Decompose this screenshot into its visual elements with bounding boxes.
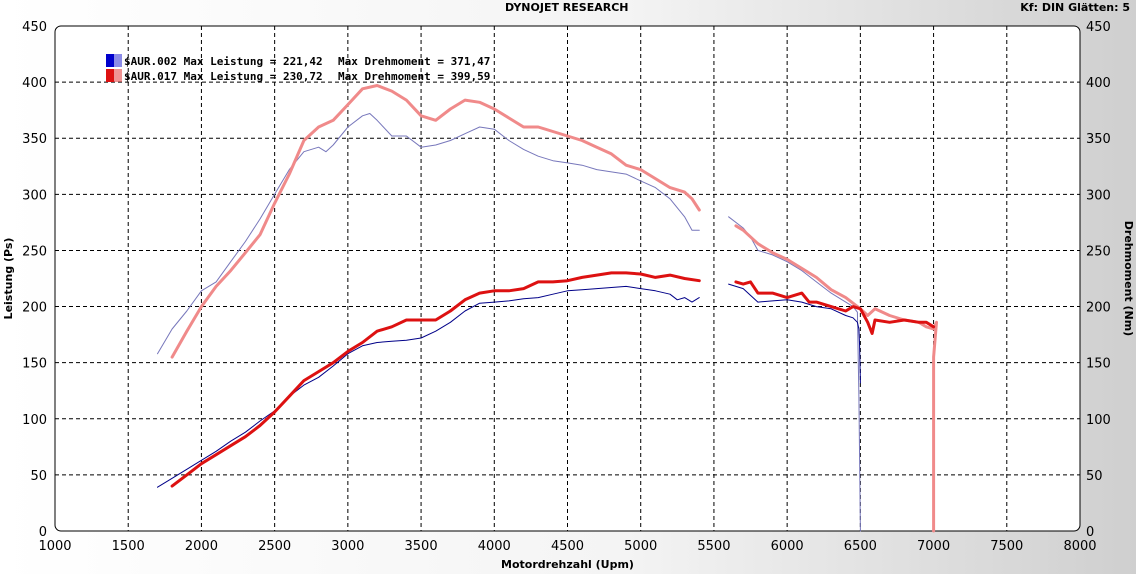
y-tick-label-left: 150 [22,357,47,372]
x-tick-label: 5500 [697,539,730,554]
series-line-drehmoment [170,84,701,359]
y-tick-label-left: 350 [22,132,47,147]
y-tick-label-right: 400 [1086,76,1111,91]
x-tick-label: 1000 [38,539,71,554]
x-tick-label: 4500 [551,539,584,554]
x-tick-label: 3000 [331,539,364,554]
y-tick-label-right: 100 [1086,413,1111,428]
legend-swatch [106,54,114,67]
settings-info: Kf: DIN Glätten: 5 [1020,1,1130,14]
legend-swatch-light [114,54,122,67]
x-tick-label: 7500 [990,539,1023,554]
chart-title: DYNOJET RESEARCH [505,1,629,14]
y-tick-label-right: 300 [1086,188,1111,203]
x-tick-label: 6500 [844,539,877,554]
y-tick-label-left: 200 [22,301,47,316]
y-tick-label-right: 200 [1086,301,1111,316]
x-tick-label: 2500 [258,539,291,554]
y-tick-label-right: 0 [1086,525,1094,540]
y-tick-label-left: 0 [39,525,47,540]
legend-label-torque: Max Drehmoment = 371,47 [338,55,490,68]
y-tick-label-right: 350 [1086,132,1111,147]
y-axis-label-right: Drehmoment (Nm) [1122,221,1135,336]
series-line-leistung [734,280,936,335]
legend-swatch-light [114,69,122,82]
x-tick-label: 5000 [624,539,657,554]
y-tick-label-left: 250 [22,244,47,259]
legend-label: $AUR.002 Max Leistung = 221,42 [124,55,323,68]
y-tick-label-right: 150 [1086,357,1111,372]
x-tick-label: 8000 [1063,539,1096,554]
y-tick-label-right: 450 [1086,20,1111,35]
legend-swatch [106,69,114,82]
x-tick-label: 4000 [478,539,511,554]
y-axis-label-left: Leistung (Ps) [2,238,15,320]
series-line-drehmoment [157,113,700,355]
y-tick-label-left: 50 [30,469,47,484]
y-tick-label-left: 400 [22,76,47,91]
series-line-leistung [170,271,701,488]
x-tick-label: 1500 [112,539,145,554]
y-tick-label-left: 450 [22,20,47,35]
legend-label: $AUR.017 Max Leistung = 230,72 [124,70,323,83]
x-tick-label: 2000 [185,539,218,554]
series-line-leistung [728,283,861,384]
series-line-leistung [157,285,700,488]
x-tick-label: 3500 [405,539,438,554]
x-tick-label: 7000 [917,539,950,554]
y-tick-label-right: 250 [1086,244,1111,259]
series-line-drehmoment [734,224,938,533]
x-axis-label: Motordrehzahl (Upm) [501,558,634,571]
y-tick-label-left: 300 [22,188,47,203]
x-tick-label: 6000 [771,539,804,554]
legend-label-torque: Max Drehmoment = 399,59 [338,70,490,83]
y-tick-label-right: 50 [1086,469,1103,484]
y-tick-label-left: 100 [22,413,47,428]
